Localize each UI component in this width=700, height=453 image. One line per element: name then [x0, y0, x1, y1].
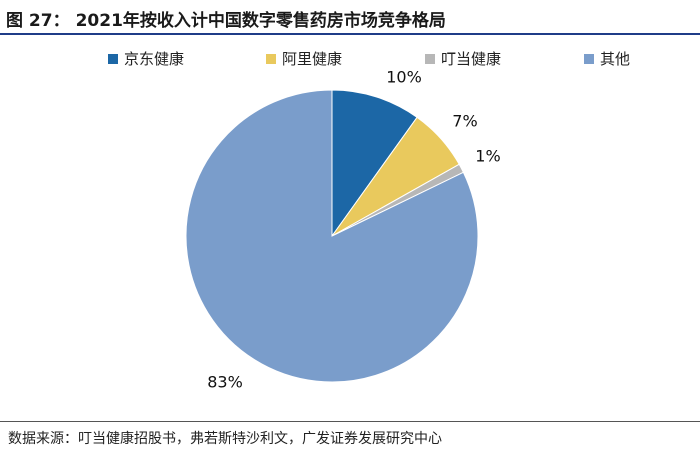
figure-title: 图 27： 2021年按收入计中国数字零售药房市场竞争格局	[6, 6, 446, 31]
pie-slice-jd	[331, 89, 418, 238]
pie-label-other: 83%	[207, 373, 243, 392]
legend-swatch-other	[584, 53, 594, 64]
legend-item-dingdang: 叮当健康	[425, 48, 501, 69]
legend-item-ali: 阿里健康	[266, 48, 342, 69]
source-rule	[0, 421, 700, 422]
legend-label-dingdang: 叮当健康	[441, 50, 502, 68]
legend-swatch-ali	[266, 53, 276, 64]
source-note: 数据来源：叮当健康招股书，弗若斯特沙利文，广发证券发展研究中心	[8, 431, 442, 447]
title-rule	[0, 33, 700, 35]
figure-label: 图 27：	[6, 11, 70, 31]
legend-label-other: 其他	[600, 50, 631, 68]
pie-label-dingdang: 1%	[475, 147, 500, 166]
legend-label-ali: 阿里健康	[282, 50, 343, 68]
pie-label-ali: 7%	[452, 112, 477, 131]
legend-item-jd: 京东健康	[108, 48, 184, 69]
legend-swatch-jd	[108, 53, 118, 64]
legend-swatch-dingdang	[425, 53, 435, 64]
pie-label-jd: 10%	[386, 68, 422, 87]
chart-legend: 京东健康 阿里健康 叮当健康 其他	[0, 48, 700, 70]
legend-item-other: 其他	[584, 48, 630, 69]
pie-slice-other	[185, 89, 479, 383]
legend-label-jd: 京东健康	[124, 50, 185, 68]
figure-title-text: 2021年按收入计中国数字零售药房市场竞争格局	[75, 11, 446, 31]
